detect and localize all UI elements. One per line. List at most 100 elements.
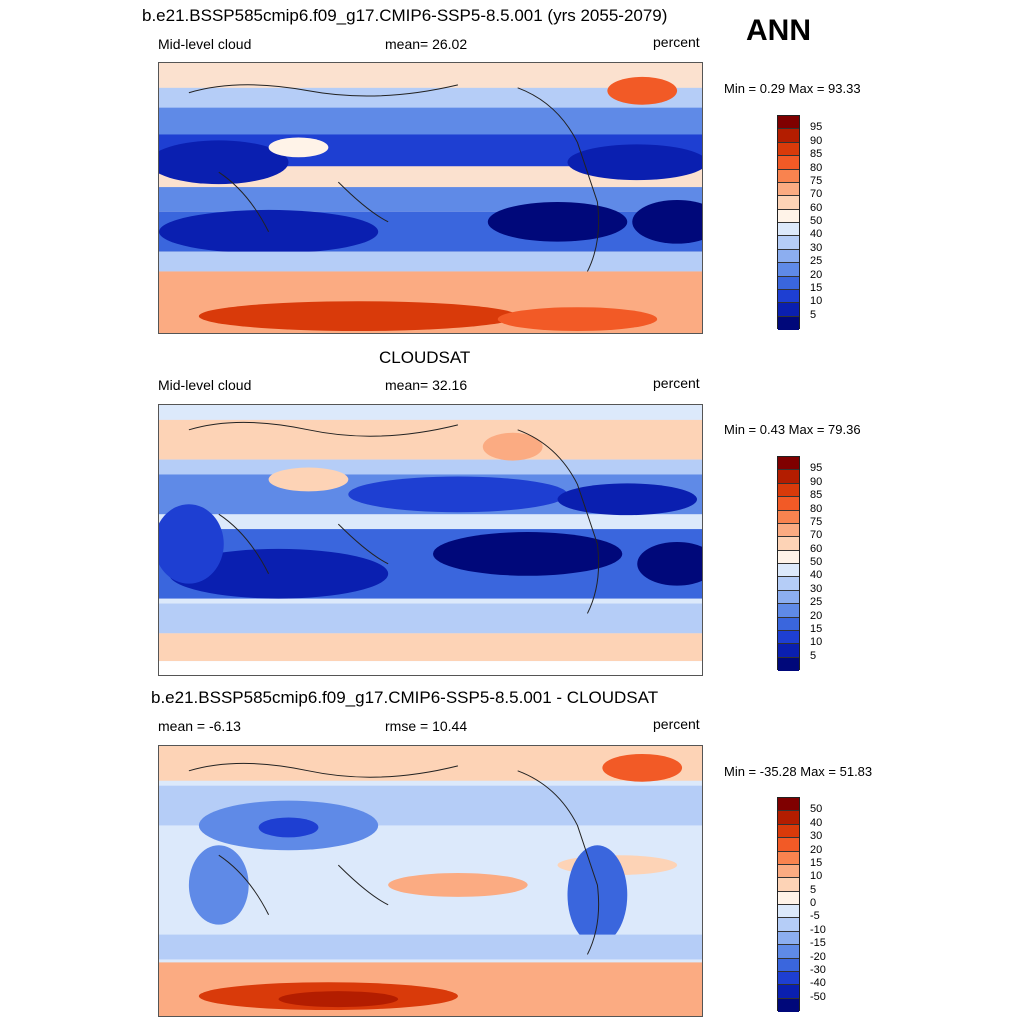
panel-2-title: CLOUDSAT (379, 348, 471, 367)
colorbar-cell (778, 483, 799, 498)
colorbar-label: 70 (810, 188, 823, 201)
colorbar-label: 25 (810, 255, 823, 268)
colorbar-cell (778, 798, 799, 812)
colorbar-cell (778, 550, 799, 564)
colorbar-cell (778, 931, 799, 946)
colorbar-cell (778, 169, 799, 183)
colorbar-label: 30 (810, 830, 823, 843)
colorbar-label: 15 (810, 622, 823, 635)
panel-3-title: b.e21.BSSP585cmip6.f09_g17.CMIP6-SSP5-8.… (151, 688, 659, 707)
colorbar-label: 10 (810, 636, 823, 649)
colorbar-label: 10 (810, 870, 823, 883)
colorbar-label: 75 (810, 174, 823, 187)
colorbar-label: -50 (810, 990, 826, 1003)
colorbar-cell (778, 577, 799, 591)
colorbar-label: 10 (810, 295, 823, 308)
colorbar-cell (778, 905, 799, 919)
colorbar-cell (778, 918, 799, 932)
colorbar-cell (778, 236, 799, 250)
colorbar-cell (778, 470, 799, 484)
season-label: ANN (746, 14, 811, 47)
colorbar-cell (778, 864, 799, 879)
panel-3-minmax: Min = -35.28 Max = 51.83 (724, 764, 873, 779)
colorbar-cell (778, 604, 799, 618)
colorbar-cell (778, 457, 799, 471)
colorbar-cell (778, 316, 799, 330)
colorbar-label: 85 (810, 148, 823, 161)
colorbar-label: 20 (810, 843, 823, 856)
colorbar-cell (778, 838, 799, 852)
colorbar-cell (778, 289, 799, 304)
colorbar-label: 70 (810, 529, 823, 542)
colorbar-label: 20 (810, 268, 823, 281)
panel-3-map-field (159, 746, 702, 1016)
panel-1-left-label: Mid-level cloud (158, 36, 252, 52)
colorbar-cell (778, 510, 799, 524)
panel-3-center-label: rmse = 10.44 (385, 718, 468, 734)
panel-1-center-label: mean= 26.02 (385, 36, 468, 52)
colorbar-cell (778, 182, 799, 197)
panel-1-colorbar (777, 115, 800, 330)
colorbar-cell (778, 249, 799, 264)
colorbar-label: 85 (810, 489, 823, 502)
panel-3-map (158, 745, 703, 1017)
colorbar-cell (778, 811, 799, 825)
colorbar-label: 20 (810, 609, 823, 622)
colorbar-cell (778, 891, 799, 905)
colorbar-label: -15 (810, 937, 826, 950)
colorbar-label: 80 (810, 161, 823, 174)
colorbar-cell (778, 196, 799, 210)
panel-3-right-label: percent (653, 716, 700, 732)
colorbar-cell (778, 116, 799, 130)
panel-2-center-label: mean= 32.16 (385, 377, 468, 393)
panel-1-right-label: percent (653, 34, 700, 50)
colorbar-label: 50 (810, 215, 823, 227)
colorbar-label: 95 (810, 121, 823, 134)
colorbar-cell (778, 523, 799, 538)
colorbar-label: 30 (810, 241, 823, 254)
colorbar-label: 50 (810, 556, 823, 568)
colorbar-label: 0 (810, 897, 817, 909)
colorbar-cell (778, 878, 799, 892)
colorbar-cell (778, 537, 799, 551)
colorbar-cell (778, 263, 799, 277)
colorbar-label: 60 (810, 542, 823, 555)
colorbar-label: 95 (810, 462, 823, 475)
colorbar-cell (778, 276, 799, 290)
colorbar-label: 30 (810, 582, 823, 595)
panel-2-colorbar (777, 456, 800, 671)
colorbar-label: 5 (810, 649, 817, 662)
colorbar-label: 60 (810, 201, 823, 214)
panel-2-map-field (159, 405, 702, 675)
colorbar-cell (778, 945, 799, 959)
colorbar-label: -20 (810, 950, 826, 963)
colorbar-label: -10 (810, 923, 826, 936)
colorbar-label: 5 (810, 308, 817, 321)
colorbar-label: 50 (810, 803, 823, 816)
colorbar-cell (778, 156, 799, 170)
colorbar-cell (778, 985, 799, 999)
colorbar-label: 40 (810, 569, 823, 582)
panel-2-right-label: percent (653, 375, 700, 391)
colorbar-label: 15 (810, 281, 823, 294)
colorbar-cell (778, 129, 799, 143)
panel-2-minmax: Min = 0.43 Max = 79.36 (724, 422, 861, 437)
colorbar-label: 5 (810, 883, 817, 896)
colorbar-cell (778, 824, 799, 839)
panel-1-minmax: Min = 0.29 Max = 93.33 (724, 81, 861, 96)
colorbar-cell (778, 497, 799, 511)
panel-1-title: b.e21.BSSP585cmip6.f09_g17.CMIP6-SSP5-8.… (142, 6, 668, 25)
panel-1-map-field (159, 63, 702, 333)
colorbar-cell (778, 209, 799, 223)
colorbar-cell (778, 303, 799, 317)
colorbar-label: 40 (810, 816, 823, 829)
colorbar-cell (778, 617, 799, 631)
colorbar-label: 40 (810, 228, 823, 241)
panel-3-left-label: mean = -6.13 (158, 718, 241, 734)
colorbar-label: 75 (810, 515, 823, 528)
colorbar-cell (778, 142, 799, 157)
colorbar-label: -30 (810, 963, 826, 976)
colorbar-cell (778, 223, 799, 237)
colorbar-label: 25 (810, 596, 823, 609)
colorbar-label: 15 (810, 856, 823, 869)
